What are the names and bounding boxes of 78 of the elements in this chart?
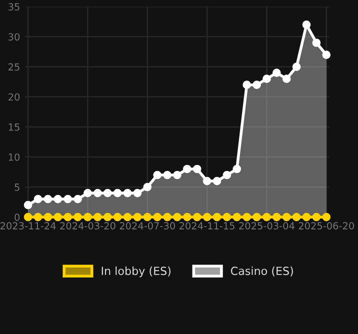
legend-label: In lobby (ES) [102, 266, 170, 278]
point [322, 212, 331, 222]
point [123, 212, 132, 222]
x-tick-label: 2024-07-30 [120, 222, 175, 230]
x-tick-label: 2025-06-20 [298, 222, 354, 230]
point [312, 212, 321, 222]
point [103, 212, 112, 222]
point [93, 212, 102, 222]
point [242, 212, 251, 222]
point [192, 212, 202, 222]
point [34, 212, 42, 222]
x-tick-label: 2024-11-15 [180, 222, 234, 230]
point [34, 194, 42, 204]
point [202, 212, 212, 222]
point [232, 164, 242, 174]
point [242, 80, 251, 90]
point [123, 188, 132, 198]
point [153, 212, 162, 222]
point [74, 212, 82, 222]
point [113, 212, 122, 222]
point [252, 80, 261, 90]
point [64, 194, 72, 204]
y-tick-label: 10 [8, 153, 20, 161]
point [292, 62, 301, 71]
point [44, 194, 52, 204]
point [312, 38, 321, 47]
point [212, 176, 222, 186]
point [153, 170, 162, 180]
x-tick-label: 2025-03-04 [239, 222, 294, 230]
point [282, 212, 291, 222]
point [272, 68, 281, 77]
point [282, 74, 291, 83]
point [24, 212, 32, 222]
point [212, 212, 222, 222]
point [143, 182, 152, 192]
point [252, 212, 261, 222]
y-tick-label: 30 [8, 33, 20, 41]
x-tick-label: 2024-03-20 [60, 222, 116, 230]
point [182, 164, 192, 174]
point [113, 188, 122, 198]
point [302, 20, 311, 29]
point [163, 212, 172, 222]
point [222, 212, 232, 222]
point [54, 212, 62, 222]
point [182, 212, 192, 222]
point [24, 200, 32, 210]
y-tick-label: 5 [14, 184, 20, 191]
point [74, 194, 82, 204]
point [292, 212, 301, 222]
point [133, 188, 142, 198]
point [272, 212, 281, 222]
point [84, 212, 92, 222]
point [93, 188, 102, 198]
y-tick-label: 15 [8, 124, 20, 131]
point [262, 74, 271, 83]
y-tick-label: 0 [14, 214, 20, 221]
point [163, 170, 172, 180]
point [232, 212, 242, 222]
point [44, 212, 52, 222]
point [302, 212, 311, 222]
point [133, 212, 142, 222]
point [173, 170, 182, 180]
x-tick-label: 2023-11-24 [0, 222, 56, 230]
y-tick-label: 35 [8, 3, 20, 11]
y-tick-label: 25 [8, 63, 20, 71]
point [262, 212, 271, 222]
point [84, 188, 92, 198]
point [103, 188, 112, 198]
y-tick-label: 20 [8, 93, 20, 101]
legend-label: Casino (ES) [230, 266, 293, 276]
point [202, 176, 212, 186]
point [192, 164, 202, 174]
point [64, 212, 72, 222]
point [143, 212, 152, 222]
point [54, 194, 62, 204]
point [322, 50, 331, 59]
point [222, 170, 232, 180]
point [173, 212, 182, 222]
